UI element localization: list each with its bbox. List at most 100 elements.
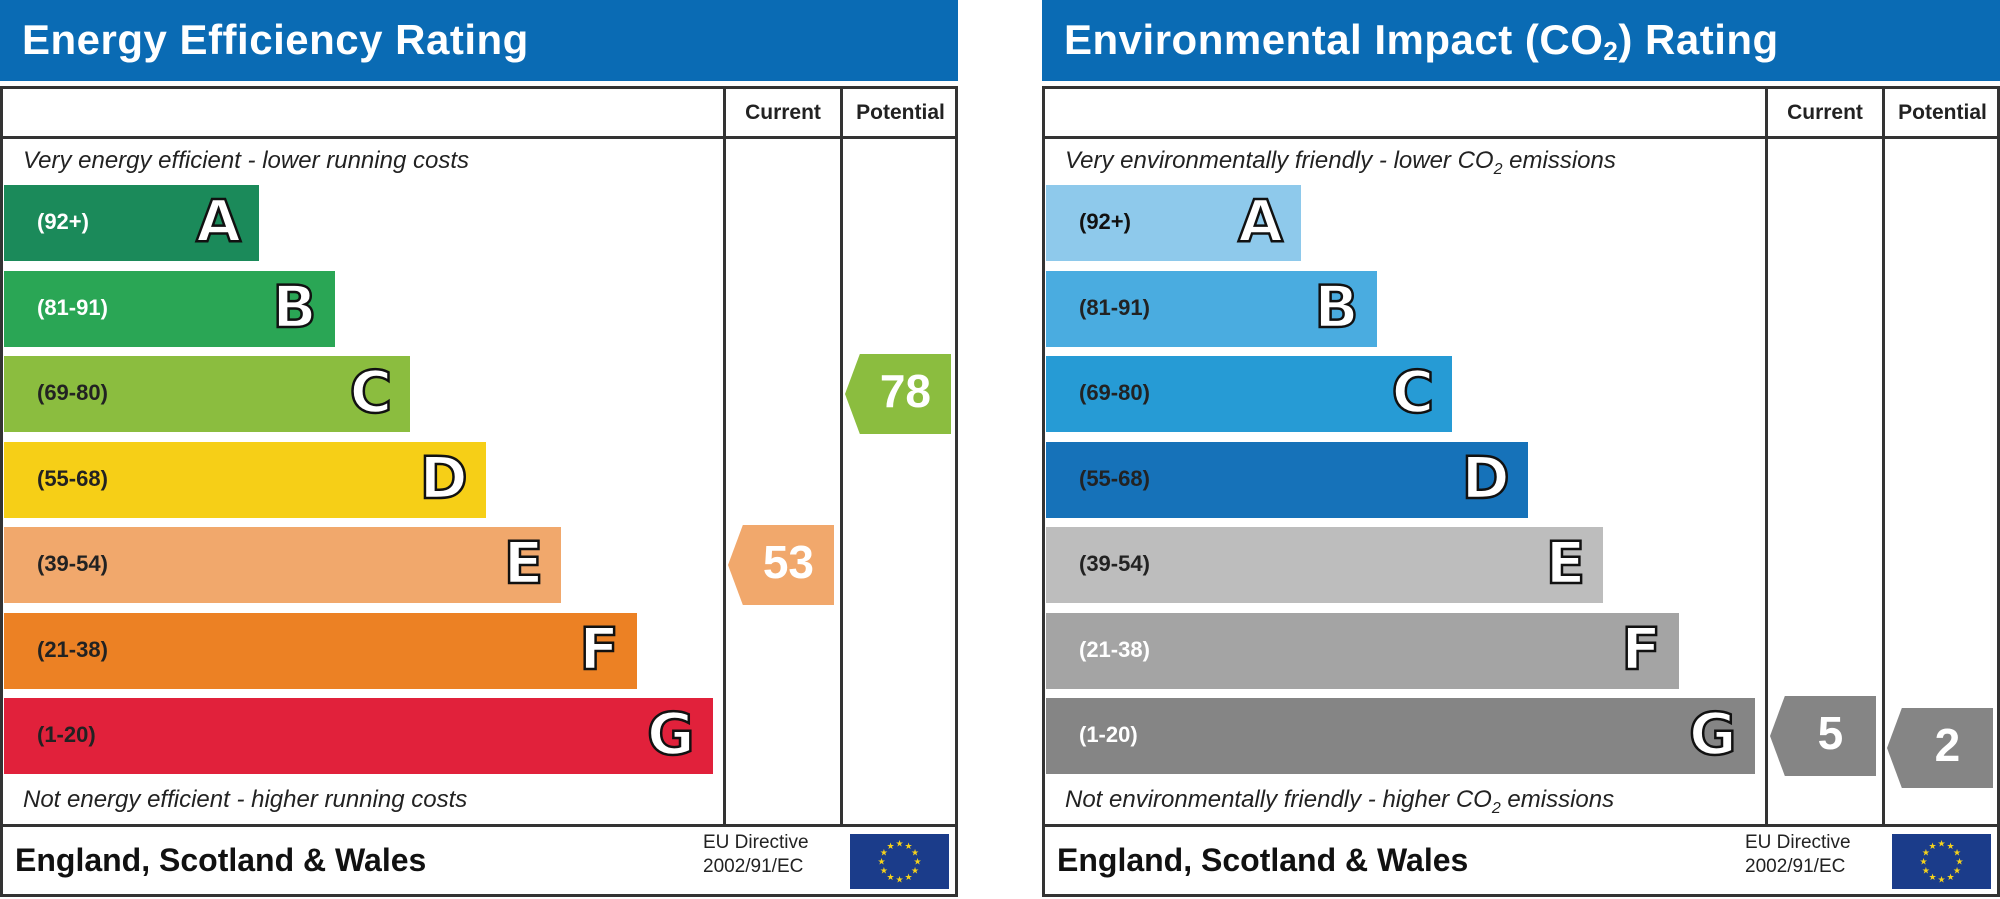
- eu-flag-icon: ★ ★ ★ ★ ★ ★ ★ ★ ★ ★ ★ ★: [850, 834, 949, 889]
- band-range-label: (1-20): [37, 722, 96, 747]
- svg-text:★: ★: [1953, 866, 1961, 876]
- band-letter: D: [1460, 442, 1511, 513]
- band-bar-f: (21-38) F: [1046, 612, 1679, 689]
- svg-text:★: ★: [1928, 841, 1936, 851]
- divider: [1045, 136, 1997, 139]
- current-rating-arrow: 53: [728, 525, 834, 605]
- band-letter: E: [503, 528, 545, 599]
- band-range-label: (55-68): [37, 465, 108, 491]
- panel-title: Energy Efficiency Rating: [0, 0, 958, 81]
- divider: [840, 89, 843, 824]
- band-bar-g: (1-20) G: [4, 698, 713, 774]
- potential-rating-arrow: 78: [845, 354, 951, 434]
- band-range-label: (81-91): [1079, 294, 1150, 320]
- band-bar-b: (81-91) B: [4, 270, 335, 347]
- band-letter: F: [1620, 613, 1662, 684]
- band-range-label: (69-80): [37, 380, 108, 405]
- divider: [1882, 89, 1885, 824]
- divider: [1765, 89, 1768, 824]
- svg-text:★: ★: [886, 872, 894, 882]
- svg-text:★: ★: [1928, 872, 1936, 882]
- band-letter: E: [1545, 528, 1587, 599]
- bottom-note: Not environmentally friendly - higher CO…: [1065, 786, 1615, 817]
- divider: [723, 89, 726, 824]
- svg-text:★: ★: [895, 875, 903, 885]
- potential-rating-arrow: 2: [1887, 708, 1993, 788]
- band-range-label: (69-80): [1079, 380, 1150, 405]
- band-letter: A: [1237, 186, 1284, 257]
- band-range-label: (92+): [37, 209, 89, 234]
- svg-text:★: ★: [904, 872, 912, 882]
- svg-text:★: ★: [895, 839, 903, 849]
- band-bar-e: (39-54) E: [4, 527, 562, 603]
- divider: [3, 136, 955, 139]
- band-bar-c: (69-80) C: [4, 356, 411, 432]
- svg-text:★: ★: [1922, 848, 1930, 858]
- band-bar-a: (92+) A: [4, 185, 259, 261]
- svg-text:★: ★: [1937, 875, 1945, 885]
- svg-text:★: ★: [1946, 872, 1954, 882]
- band-letter: A: [195, 186, 242, 257]
- current-rating-value: 5: [1817, 707, 1844, 759]
- band-range-label: (39-54): [37, 551, 108, 576]
- band-bar-b: (81-91) B: [1046, 270, 1377, 347]
- potential-rating-value: 78: [879, 365, 931, 417]
- band-bar-g: (1-20) G: [1046, 698, 1755, 774]
- svg-text:★: ★: [911, 866, 919, 876]
- band-letter: F: [578, 613, 620, 684]
- band-range-label: (21-38): [37, 636, 108, 662]
- band-bar-c: (69-80) C: [1046, 356, 1453, 432]
- divider: [3, 824, 955, 827]
- current-column-header: Current: [1787, 101, 1863, 124]
- svg-text:★: ★: [1946, 841, 1954, 851]
- band-letter: C: [1390, 357, 1435, 428]
- potential-rating-value: 2: [1934, 719, 1961, 771]
- divider: [1045, 824, 1997, 827]
- band-bar-f: (21-38) F: [4, 612, 637, 689]
- current-rating-value: 53: [762, 536, 814, 588]
- band-letter: B: [1313, 271, 1360, 342]
- top-note: Very energy efficient - lower running co…: [23, 147, 469, 174]
- current-rating-arrow: 5: [1770, 696, 1876, 776]
- band-bar-d: (55-68) D: [4, 441, 486, 518]
- band-range-label: (39-54): [1079, 551, 1150, 576]
- energy-efficiency-panel: Energy Efficiency Rating Current Potenti…: [0, 0, 958, 899]
- band-letter: G: [646, 699, 696, 770]
- svg-text:★: ★: [880, 866, 888, 876]
- eu-directive: EU Directive 2002/91/EC: [1745, 832, 1851, 877]
- band-letter: G: [1688, 699, 1738, 770]
- potential-column-header: Potential: [856, 101, 945, 124]
- eu-flag-icon: ★ ★ ★ ★ ★ ★ ★ ★ ★ ★ ★ ★: [1892, 834, 1991, 889]
- svg-text:★: ★: [913, 857, 921, 867]
- band-letter: C: [348, 357, 393, 428]
- band-bar-e: (39-54) E: [1046, 527, 1604, 603]
- svg-text:★: ★: [1955, 857, 1963, 867]
- panel-title: Environmental Impact (CO2) Rating: [1042, 0, 2000, 81]
- region-label: England, Scotland & Wales: [1057, 842, 1469, 878]
- band-bar-d: (55-68) D: [1046, 441, 1528, 518]
- band-range-label: (1-20): [1079, 722, 1138, 747]
- bottom-note: Not energy efficient - higher running co…: [23, 786, 468, 813]
- chart-frame: Current Potential Very energy efficient …: [0, 86, 958, 897]
- svg-text:★: ★: [886, 841, 894, 851]
- current-column-header: Current: [745, 101, 821, 124]
- band-bar-a: (92+) A: [1046, 185, 1301, 261]
- top-note: Very environmentally friendly - lower CO…: [1065, 147, 1616, 178]
- svg-text:★: ★: [911, 848, 919, 858]
- chart-frame: Current Potential Very environmentally f…: [1042, 86, 2000, 897]
- eu-directive: EU Directive 2002/91/EC: [703, 832, 809, 877]
- svg-text:★: ★: [1922, 866, 1930, 876]
- environmental-impact-panel: Environmental Impact (CO2) Rating Curren…: [1042, 0, 2000, 899]
- band-range-label: (92+): [1079, 209, 1131, 234]
- svg-text:★: ★: [1919, 857, 1927, 867]
- svg-text:★: ★: [880, 848, 888, 858]
- svg-text:★: ★: [904, 841, 912, 851]
- region-label: England, Scotland & Wales: [15, 842, 427, 878]
- svg-text:★: ★: [1953, 848, 1961, 858]
- svg-text:★: ★: [877, 857, 885, 867]
- band-letter: D: [418, 442, 469, 513]
- svg-text:★: ★: [1937, 839, 1945, 849]
- band-range-label: (81-91): [37, 294, 108, 320]
- band-range-label: (21-38): [1079, 636, 1150, 662]
- band-letter: B: [271, 271, 318, 342]
